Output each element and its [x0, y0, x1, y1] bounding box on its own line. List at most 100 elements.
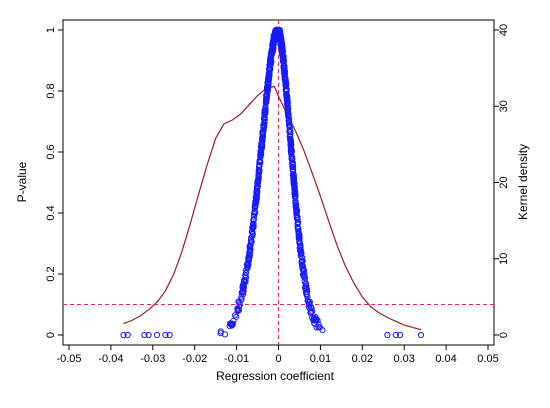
scatter-point [264, 84, 271, 91]
density-series [123, 85, 422, 331]
scatter-point [287, 131, 294, 138]
y-left-tick-label: 1 [45, 27, 57, 33]
y-axis-left: 0 0.2 0.4 0.6 0.8 1 [45, 27, 63, 338]
scatter-point [288, 155, 295, 163]
y-right-tick-label: 30 [498, 100, 510, 112]
scatter-point [257, 151, 264, 159]
scatter-point [120, 331, 127, 339]
scatter-point [257, 151, 264, 158]
scatter-point [253, 186, 261, 193]
scatter-point [245, 255, 252, 262]
scatter-point [253, 195, 260, 202]
scatter-point [266, 61, 273, 68]
scatter-point [260, 124, 267, 131]
scatter-point [250, 213, 257, 220]
scatter-point [304, 297, 311, 304]
scatter-point [281, 72, 288, 79]
y-left-tick-label: 0.2 [45, 266, 57, 281]
scatter-point [255, 175, 262, 182]
scatter-point [313, 324, 320, 331]
scatter-point [240, 287, 247, 295]
scatter-point [293, 205, 300, 212]
scatter-point [396, 331, 404, 339]
scatter-point [278, 44, 285, 51]
x-tick-label: -0.01 [224, 353, 249, 365]
scatter-point [238, 296, 245, 303]
scatter-point [256, 162, 263, 169]
y-right-tick-label: 40 [498, 24, 510, 36]
scatter-point [162, 331, 169, 339]
scatter-point [217, 328, 224, 335]
scatter-point [226, 323, 233, 330]
scatter-point [288, 149, 295, 156]
scatter-point [263, 93, 270, 100]
scatter-point [244, 262, 251, 269]
scatter-point [234, 307, 241, 315]
scatter-point [299, 254, 306, 261]
x-tick-label: 0 [275, 353, 281, 365]
scatter-point [309, 308, 316, 315]
scatter-point [269, 46, 276, 53]
scatter-point [259, 134, 266, 141]
scatter-point [268, 47, 275, 54]
scatter-point [257, 148, 264, 155]
scatter-point [284, 109, 291, 116]
x-tick-label: -0.02 [182, 353, 207, 365]
scatter-point [248, 238, 255, 245]
x-tick-label: -0.03 [140, 353, 165, 365]
x-tick-label: -0.05 [56, 353, 81, 365]
scatter-point [284, 93, 291, 100]
scatter-point [285, 115, 293, 123]
scatter-point [294, 224, 301, 231]
scatter-point [145, 331, 152, 339]
x-axis-title: Regression coefficient [216, 369, 335, 383]
scatter-point [298, 250, 305, 257]
x-tick-label: 0.02 [352, 353, 373, 365]
scatter-point [297, 242, 304, 249]
scatter-point [233, 313, 240, 320]
scatter-point [281, 65, 288, 73]
scatter-point [244, 265, 251, 272]
y-axis-left-title: P-value [15, 161, 29, 202]
scatter-point [166, 331, 173, 339]
scatter-point [282, 87, 289, 94]
scatter-point [309, 314, 316, 322]
y-left-tick-label: 0 [45, 332, 57, 338]
scatter-point [302, 280, 309, 287]
scatter-point [231, 312, 239, 319]
scatter-point [308, 305, 315, 312]
scatter-point [236, 299, 243, 306]
scatter-point [285, 113, 292, 120]
scatter-point [256, 158, 263, 166]
scatter-point [258, 145, 265, 152]
x-tick-label: 0.04 [435, 353, 456, 365]
scatter-point [308, 309, 315, 316]
x-axis: -0.05 -0.04 -0.03 -0.02 -0.01 0 0.01 0.02 0.03 0.… [56, 345, 499, 365]
scatter-point [287, 128, 294, 135]
scatter-point [248, 228, 255, 235]
scatter-point [299, 265, 306, 272]
scatter-point [292, 198, 299, 205]
scatter-point [281, 68, 288, 75]
scatter-point [303, 290, 310, 298]
scatter-point [298, 258, 305, 265]
scatter-point [299, 259, 306, 266]
x-tick-label: -0.04 [98, 353, 123, 365]
scatter-point [268, 58, 275, 65]
scatter-point [291, 180, 298, 187]
scatter-point [297, 244, 304, 251]
scatter-point [312, 314, 319, 321]
scatter-point [384, 331, 391, 339]
scatter-point [290, 177, 297, 184]
x-tick-label: 0.05 [477, 353, 498, 365]
scatter-point [124, 331, 131, 339]
scatter-point [285, 105, 292, 112]
scatter-point [246, 244, 253, 251]
scatter-point [294, 221, 301, 228]
kernel-density-line [123, 85, 422, 331]
y-left-tick-label: 0.4 [45, 205, 57, 220]
scatter-point [392, 331, 399, 339]
